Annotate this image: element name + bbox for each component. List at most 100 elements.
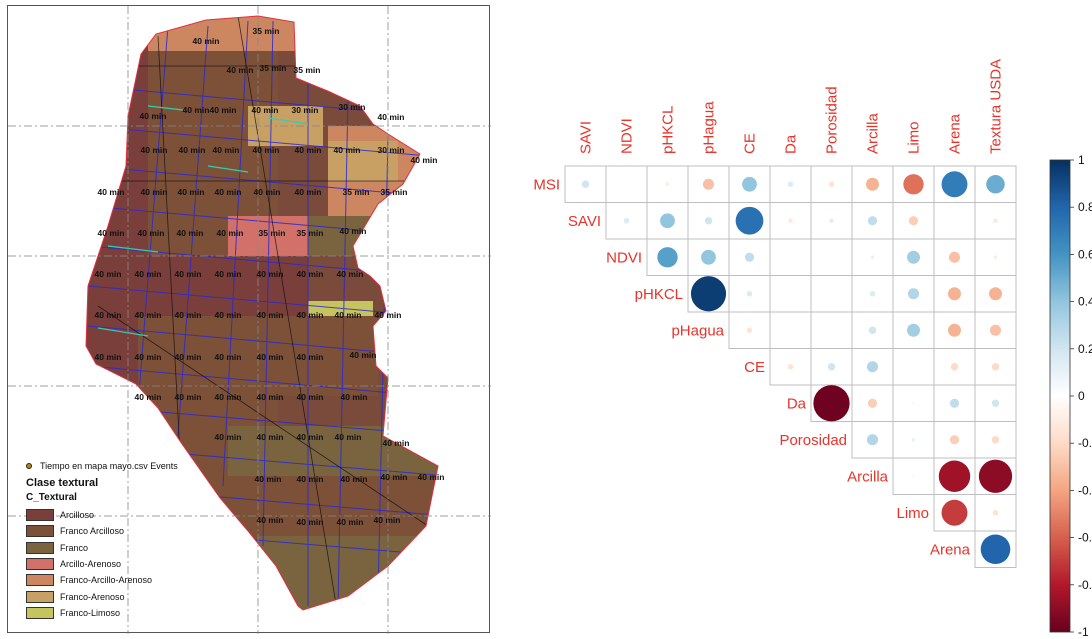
corr-circle [581, 180, 590, 188]
legend-swatch [26, 525, 54, 538]
time-label: 40 min [175, 310, 202, 320]
time-label: 40 min [95, 269, 122, 279]
corr-circle [950, 363, 959, 371]
time-label: 40 min [297, 269, 324, 279]
corr-circle [992, 509, 999, 516]
time-label: 40 min [215, 432, 242, 442]
time-label: 40 min [297, 432, 324, 442]
corr-circle [827, 363, 836, 371]
legend-class-label: Franco [60, 542, 89, 553]
time-label: 40 min [257, 269, 284, 279]
corr-circle [907, 288, 920, 300]
time-label: 40 min [254, 187, 281, 197]
corr-circle [868, 326, 877, 334]
time-label: 40 min [183, 105, 210, 115]
correlation-plot: MSI SAVI NDVI pHKCL pHagua CE Da Porosidad Arcil… [533, 59, 1092, 639]
corr-circle [790, 293, 791, 295]
corr-circle [829, 218, 834, 223]
time-label: 40 min [175, 269, 202, 279]
time-label: 40 min [95, 352, 122, 362]
legend-title: Clase textural [26, 477, 99, 489]
time-label: 40 min [175, 392, 202, 402]
time-label: 40 min [350, 350, 377, 360]
time-label: 30 min [378, 145, 405, 155]
legend-class-label: Franco-Arenoso [60, 591, 125, 602]
corr-cell [892, 202, 935, 240]
time-label: 35 min [381, 187, 408, 197]
corr-circle [991, 363, 1000, 371]
color-bar-tick-label: 0.2 [1078, 342, 1092, 356]
legend-swatch [26, 558, 54, 571]
corr-circle [948, 251, 961, 263]
time-label: 40 min [255, 474, 282, 484]
row-label: pHKCL [635, 286, 683, 303]
map-canvas: 40 min 35 min 40 min 35 min 35 min 40 min 40 m… [8, 6, 491, 634]
corr-circle [938, 460, 971, 492]
corr-circle [789, 329, 792, 331]
event-dot-icon [26, 463, 32, 469]
row-label: Porosidad [779, 432, 847, 449]
time-label: 40 min [297, 392, 324, 402]
corr-circle [866, 434, 879, 446]
time-label: 40 min [253, 145, 280, 155]
corr-circle [867, 216, 878, 226]
time-label: 35 min [253, 26, 280, 36]
legend-swatch [26, 574, 54, 587]
row-label: pHagua [671, 322, 724, 339]
time-label: 40 min [175, 352, 202, 362]
corr-circle [989, 324, 1002, 336]
corr-circle [869, 290, 876, 297]
time-label: 40 min [295, 145, 322, 155]
corr-circle [912, 402, 915, 405]
time-label: 40 min [98, 187, 125, 197]
corr-cell [933, 202, 976, 240]
row-label: Arcilla [847, 468, 888, 485]
time-label: 40 min [411, 155, 438, 165]
column-label: NDVI [619, 118, 636, 154]
color-bar-tick-label: -0.8 [1078, 578, 1092, 592]
corr-circle [911, 437, 916, 442]
corr-circle [908, 216, 919, 226]
time-label: 40 min [135, 352, 162, 362]
corr-circle [831, 256, 832, 258]
column-label: Textura USDA [988, 59, 1005, 154]
row-label: SAVI [568, 213, 601, 230]
color-bar-tick-label: -1 [1078, 625, 1089, 639]
legend-class-item: Franco-Limoso [26, 605, 326, 621]
color-bar-tick-label: -0.4 [1078, 483, 1092, 497]
time-label: 40 min [177, 228, 204, 238]
time-label: 40 min [341, 474, 368, 484]
color-bar [1049, 159, 1071, 633]
corr-circle [830, 329, 833, 331]
legend-class-label: Arcilloso [60, 510, 95, 521]
corr-circle [866, 177, 879, 191]
time-label: 40 min [383, 438, 410, 448]
column-label: Arena [947, 113, 964, 154]
time-label: 40 min [215, 352, 242, 362]
time-label: 30 min [339, 102, 366, 112]
corr-circle [912, 475, 915, 478]
corr-circle [991, 399, 1000, 407]
corr-circle [941, 499, 968, 526]
corr-circle [870, 255, 875, 260]
color-bar-tick-label: 1 [1078, 153, 1085, 167]
legend-class-item: Franco Arcilloso [26, 523, 326, 539]
time-label: 40 min [297, 352, 324, 362]
time-label: 40 min [141, 145, 168, 155]
legend-class-item: Arcillo-Arenoso [26, 556, 326, 572]
corr-circle [980, 534, 1011, 565]
corr-circle [993, 218, 998, 223]
time-label: 40 min [215, 187, 242, 197]
time-label: 40 min [418, 472, 445, 482]
legend-swatch [26, 541, 54, 554]
corr-circle [701, 249, 716, 265]
corr-circle [867, 398, 878, 408]
legend-swatch [26, 509, 54, 522]
corr-circle [907, 250, 920, 264]
corr-circle [866, 361, 879, 373]
time-label: 40 min [257, 392, 284, 402]
time-label: 40 min [178, 187, 205, 197]
time-label: 40 min [335, 310, 362, 320]
legend-class-item: Arcilloso [26, 507, 326, 523]
corr-circle [948, 287, 961, 301]
